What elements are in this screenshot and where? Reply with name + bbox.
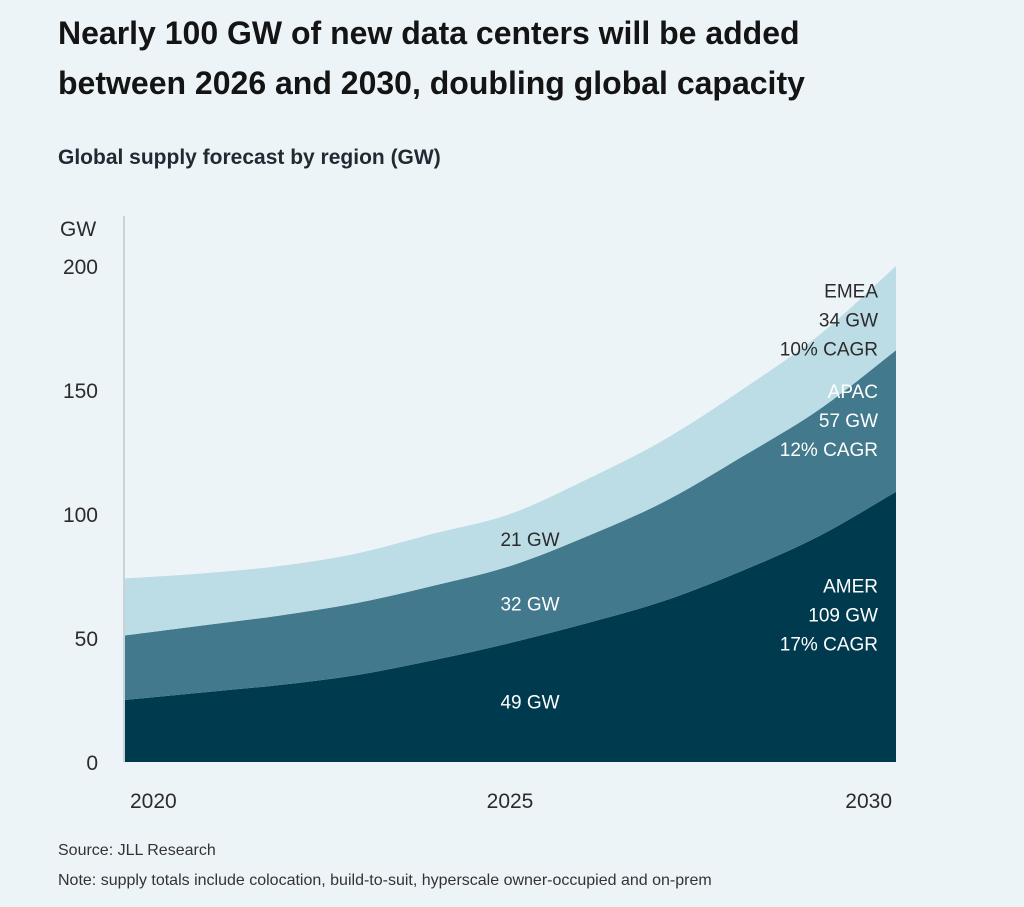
mid-label-amer: 49 GW [500,692,559,713]
x-tick-label-2020: 2020 [130,790,177,813]
y-axis-unit-label: GW [60,218,96,241]
methodology-note: Note: supply totals include colocation, … [58,872,712,889]
mid-label-apac: 32 GW [500,595,559,616]
end-label-amer-0: AMER [823,577,878,598]
chart-subtitle: Global supply forecast by region (GW) [58,146,441,169]
end-label-emea-0: EMEA [824,282,878,303]
area-amer [124,491,896,762]
end-label-apac-2: 12% CAGR [780,440,878,461]
y-tick-label-100: 100 [63,504,98,527]
end-label-apac-0: APAC [828,382,878,403]
end-label-amer-1: 109 GW [808,606,878,627]
x-tick-label-2025: 2025 [487,790,534,813]
area-emea [124,266,896,636]
y-tick-label-0: 0 [86,752,98,775]
end-label-emea-1: 34 GW [819,311,878,332]
y-tick-label-150: 150 [63,380,98,403]
area-apac [124,350,896,700]
x-tick-label-2030: 2030 [845,790,892,813]
source-note: Source: JLL Research [58,842,216,859]
mid-label-emea: 21 GW [500,530,559,551]
y-tick-label-200: 200 [63,256,98,279]
chart-title-line-2: between 2026 and 2030, doubling global c… [58,65,805,101]
end-label-amer-2: 17% CAGR [780,635,878,656]
end-label-emea-2: 10% CAGR [780,340,878,361]
end-label-apac-1: 57 GW [819,411,878,432]
chart-title: Nearly 100 GW of new data centers will b… [58,8,958,108]
chart-title-line-1: Nearly 100 GW of new data centers will b… [58,15,800,51]
y-tick-label-50: 50 [75,628,98,651]
